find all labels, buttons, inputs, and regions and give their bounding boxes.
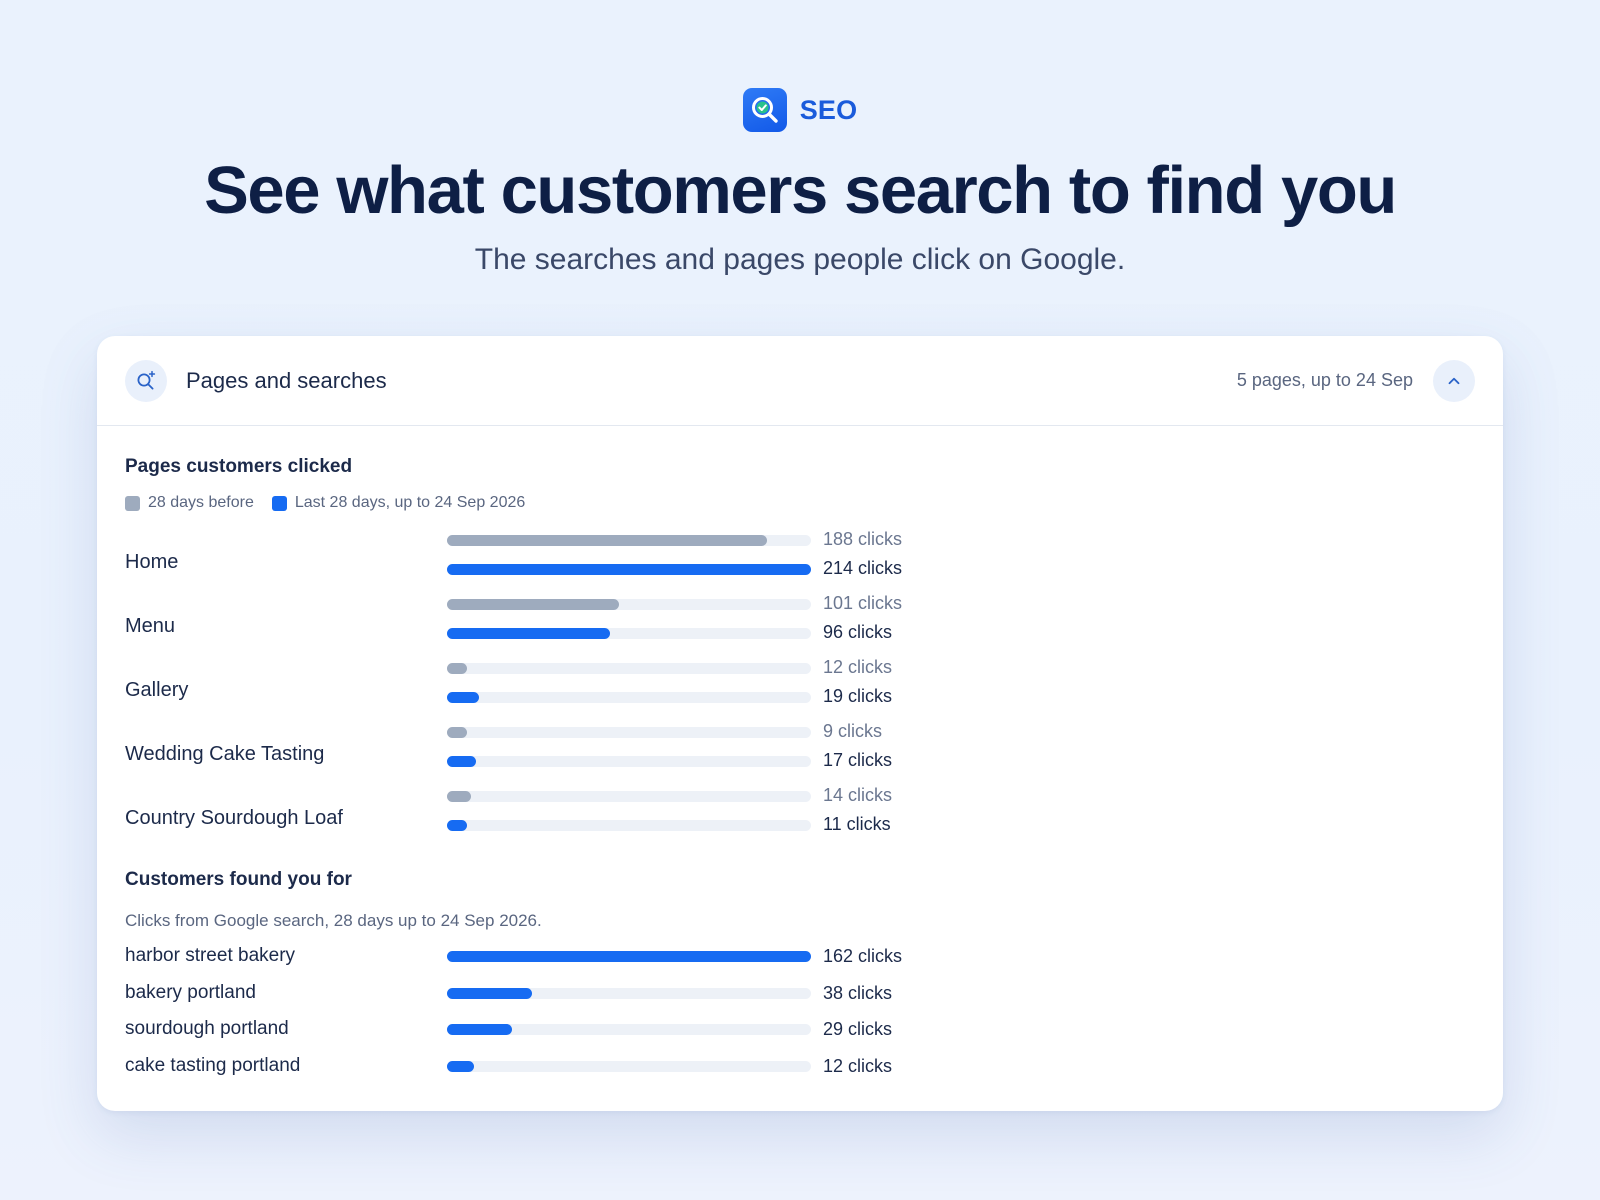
bar-search-track — [447, 1060, 811, 1072]
value-current: 19 clicks — [823, 686, 893, 706]
legend-label-previous: 28 days before — [148, 494, 254, 511]
bar-previous-track — [447, 599, 811, 610]
bar-previous-track — [447, 727, 811, 738]
value-current: 214 clicks — [823, 558, 903, 578]
search-row-label: harbor street bakery — [125, 945, 296, 966]
page-subtitle: The searches and pages people click on G… — [474, 243, 1126, 276]
legend-item-previous: 28 days before — [125, 494, 254, 512]
bar-current — [447, 820, 468, 831]
card-body: Pages customers clicked 28 days before L… — [97, 336, 1503, 1111]
bar-search — [447, 1024, 513, 1035]
bar-previous — [447, 727, 468, 738]
chevron-up-icon — [1448, 377, 1460, 384]
bar-previous — [447, 791, 471, 802]
legend-swatch-previous — [125, 495, 140, 511]
value-previous: 101 clicks — [823, 593, 903, 613]
search-row-label: bakery portland — [125, 981, 256, 1003]
card-title: Pages and searches — [186, 367, 387, 393]
page-row-label: Country Sourdough Loaf — [125, 807, 343, 829]
value-search: 162 clicks — [823, 946, 903, 966]
page-row-label: Menu — [125, 615, 176, 637]
value-current: 96 clicks — [823, 622, 893, 642]
searches-note: Clicks from Google search, 28 days up to… — [125, 911, 542, 930]
page-row-label: Gallery — [125, 679, 189, 701]
bar-current-track — [447, 628, 811, 639]
collapse-button[interactable] — [1433, 359, 1475, 402]
card-summary: 5 pages, up to 24 Sep — [1236, 370, 1413, 390]
chart-legend: 28 days before Last 28 days, up to 24 Se… — [125, 494, 525, 512]
bar-current — [447, 692, 480, 703]
bar-current — [447, 628, 611, 639]
legend-item-current: Last 28 days, up to 24 Sep 2026 — [271, 494, 526, 512]
value-search: 29 clicks — [823, 1019, 893, 1039]
bar-current-track — [447, 820, 811, 831]
bar-search — [447, 1060, 474, 1072]
bar-previous-track — [447, 791, 811, 802]
pages-and-searches-card: Pages and searches 5 pages, up to 24 Sep… — [97, 336, 1503, 1111]
value-previous: 9 clicks — [823, 721, 883, 741]
value-current: 11 clicks — [823, 814, 891, 834]
seo-logo-icon — [742, 88, 787, 132]
pages-section-title: Pages customers clicked — [125, 456, 353, 477]
page-row-label: Home — [125, 551, 179, 573]
bar-search-track — [447, 987, 811, 999]
page-row-label: Wedding Cake Tasting — [125, 743, 325, 765]
bar-search-track — [447, 951, 811, 962]
legend-label-current: Last 28 days, up to 24 Sep 2026 — [294, 494, 526, 511]
value-previous: 12 clicks — [823, 657, 893, 677]
bar-current-track — [447, 756, 811, 767]
bar-current — [447, 564, 811, 575]
searches-section-title: Customers found you for — [125, 869, 352, 890]
search-sparkle-icon — [125, 359, 167, 402]
brand-name: SEO — [799, 94, 858, 125]
bar-previous-track — [447, 663, 811, 674]
bar-current-track — [447, 692, 811, 703]
bar-current — [447, 756, 476, 767]
page-headline: See what customers search to find you — [204, 153, 1397, 228]
value-previous: 188 clicks — [823, 529, 903, 549]
bar-previous-track — [447, 535, 811, 546]
legend-swatch-current — [271, 495, 287, 511]
bar-previous — [447, 599, 619, 610]
value-search: 12 clicks — [823, 1055, 893, 1076]
search-row-label: cake tasting portland — [125, 1054, 301, 1076]
card-header: Pages and searches 5 pages, up to 24 Sep — [97, 336, 1503, 426]
bar-search-track — [447, 1024, 811, 1035]
brand: SEO — [0, 88, 1600, 132]
bar-previous — [447, 535, 767, 546]
value-search: 38 clicks — [823, 982, 893, 1003]
bar-current-track — [447, 564, 811, 575]
bar-search — [447, 987, 533, 999]
bar-previous — [447, 663, 468, 674]
bar-search — [447, 951, 811, 962]
value-current: 17 clicks — [823, 750, 893, 770]
value-previous: 14 clicks — [823, 785, 893, 805]
search-row-label: sourdough portland — [125, 1018, 289, 1039]
